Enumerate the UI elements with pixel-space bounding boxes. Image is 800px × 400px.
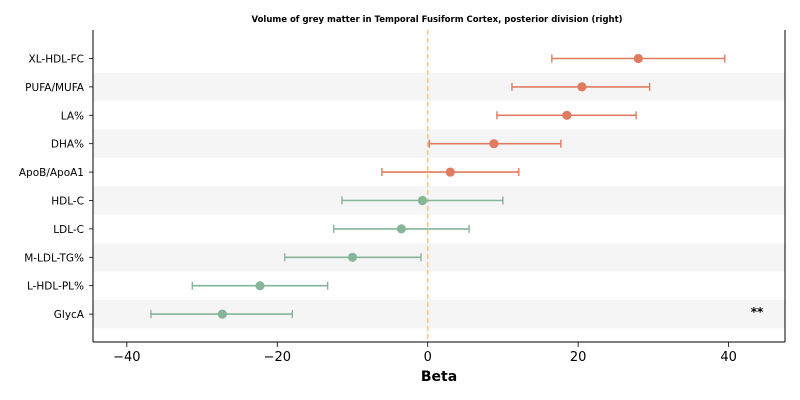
plot-frame [92,30,786,343]
y-tick-label: ApoB/ApoA1 [19,167,84,179]
beta-point [255,281,265,291]
y-tick-label: M-LDL-TG% [24,252,84,264]
chart-title: Volume of grey matter in Temporal Fusifo… [251,15,622,25]
y-tick-label: XL-HDL-FC [29,54,84,66]
beta-point [633,53,643,64]
row-band [93,243,785,272]
x-tick-label: −40 [113,350,140,365]
beta-point [396,224,406,234]
beta-point [217,309,227,319]
beta-point [445,167,455,177]
y-tick-label: L-HDL-PL% [27,281,84,293]
y-axis-labels: XL-HDL-FC PUFA/MUFA LA% DHA% ApoB/ApoA1 HDL-C… [19,54,93,321]
x-axis-label: Beta [421,369,457,385]
y-tick-label: DHA% [51,139,84,151]
x-tick-label: 20 [570,350,587,365]
x-tick-label: −20 [264,350,291,365]
beta-point [417,195,428,206]
beta-point [562,110,572,120]
row-band [93,72,785,102]
beta-point [347,252,358,262]
x-tick-label: 40 [720,350,737,365]
significance-annotation: ** [751,305,764,319]
y-tick-label: GlycA [54,309,85,321]
x-axis-ticks: −40 −20 0 20 40 [113,342,737,365]
y-tick-label: HDL-C [51,196,84,208]
beta-point [577,82,587,92]
y-tick-label: PUFA/MUFA [25,82,85,94]
data-marks: ** [150,53,764,319]
beta-point [489,139,499,149]
x-tick-label: 0 [424,350,432,365]
y-tick-label: LA% [61,110,84,122]
y-tick-label: LDL-C [53,224,84,236]
